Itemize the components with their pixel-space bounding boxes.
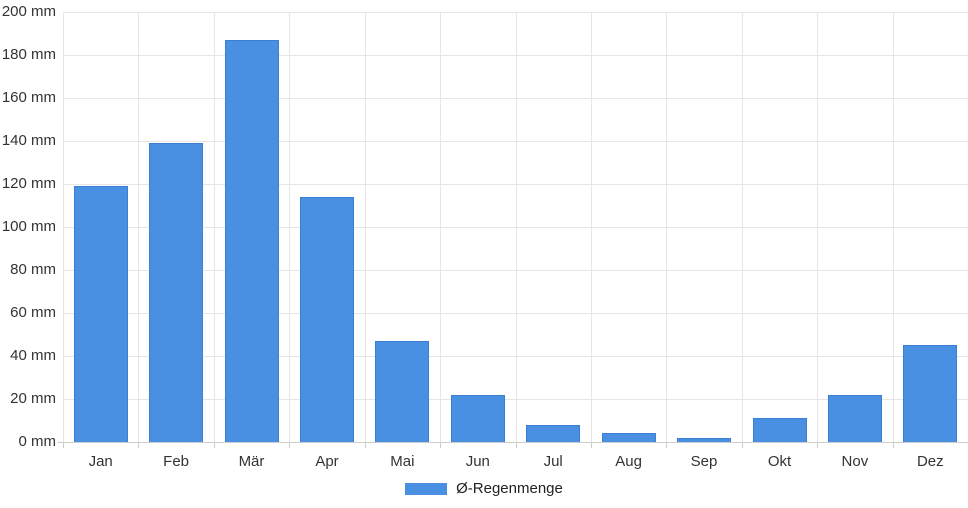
y-axis-label: 40 mm xyxy=(10,347,56,364)
gridline-vertical xyxy=(516,12,517,442)
y-axis-label: 100 mm xyxy=(1,218,56,235)
axis-tick xyxy=(214,442,215,448)
bar-okt[interactable] xyxy=(752,418,807,442)
x-axis-label-mär: Mär xyxy=(238,453,265,470)
bar-mär[interactable] xyxy=(224,40,279,443)
gridline-vertical xyxy=(289,12,290,442)
axis-tick xyxy=(440,442,441,448)
axis-tick xyxy=(666,442,667,448)
bar-aug[interactable] xyxy=(601,433,656,442)
legend-swatch xyxy=(405,482,448,495)
gridline-horizontal xyxy=(63,55,968,56)
axis-tick xyxy=(516,442,517,448)
axis-tick xyxy=(591,442,592,448)
gridline-vertical xyxy=(666,12,667,442)
bar-apr[interactable] xyxy=(300,196,354,442)
axis-tick xyxy=(817,442,818,448)
x-axis-label-jun: Jun xyxy=(465,453,490,470)
axis-tick xyxy=(63,442,64,448)
x-axis-label-aug: Aug xyxy=(615,453,642,470)
gridline-vertical xyxy=(817,12,818,442)
x-axis-label-mai: Mai xyxy=(390,453,415,470)
y-axis-label: 60 mm xyxy=(10,304,56,321)
gridline-vertical xyxy=(440,12,441,442)
bar-sep[interactable] xyxy=(677,437,731,442)
x-axis-label-jul: Jul xyxy=(543,453,563,470)
x-axis-line xyxy=(58,442,968,443)
y-axis-label: 0 mm xyxy=(18,433,57,450)
gridline-vertical xyxy=(591,12,592,442)
bar-feb[interactable] xyxy=(149,143,204,443)
y-axis-label: 120 mm xyxy=(1,175,56,192)
bar-mai[interactable] xyxy=(375,340,430,442)
bar-dez[interactable] xyxy=(903,345,958,443)
gridline-horizontal xyxy=(63,98,968,99)
bar-jul[interactable] xyxy=(526,424,581,442)
x-axis-label-nov: Nov xyxy=(841,453,869,470)
gridline-vertical xyxy=(214,12,215,442)
legend-item[interactable]: Ø-Regenmenge xyxy=(0,480,968,497)
axis-tick xyxy=(742,442,743,448)
y-axis-label: 180 mm xyxy=(1,46,56,63)
gridline-vertical xyxy=(893,12,894,442)
gridline-vertical xyxy=(742,12,743,442)
y-axis-label: 80 mm xyxy=(10,261,56,278)
y-axis-label: 140 mm xyxy=(1,132,56,149)
axis-tick xyxy=(893,442,894,448)
x-axis-label-jan: Jan xyxy=(88,453,113,470)
bar-nov[interactable] xyxy=(827,394,882,442)
x-axis-label-apr: Apr xyxy=(315,453,339,470)
axis-tick xyxy=(289,442,290,448)
y-axis-label: 160 mm xyxy=(1,89,56,106)
y-axis-label: 200 mm xyxy=(1,3,56,20)
gridline-horizontal xyxy=(63,141,968,142)
bar-jun[interactable] xyxy=(450,394,505,442)
x-axis-label-okt: Okt xyxy=(767,453,792,470)
gridline-vertical xyxy=(63,12,64,442)
gridline-vertical xyxy=(138,12,139,442)
x-axis-label-sep: Sep xyxy=(690,453,718,470)
x-axis-label-dez: Dez xyxy=(916,453,944,470)
legend-label: Ø-Regenmenge xyxy=(456,480,563,497)
x-axis-label-feb: Feb xyxy=(163,453,190,470)
gridline-vertical xyxy=(365,12,366,442)
axis-tick xyxy=(365,442,366,448)
gridline-horizontal xyxy=(63,12,968,13)
y-axis-label: 20 mm xyxy=(10,390,56,407)
bar-jan[interactable] xyxy=(73,186,128,442)
axis-tick xyxy=(138,442,139,448)
